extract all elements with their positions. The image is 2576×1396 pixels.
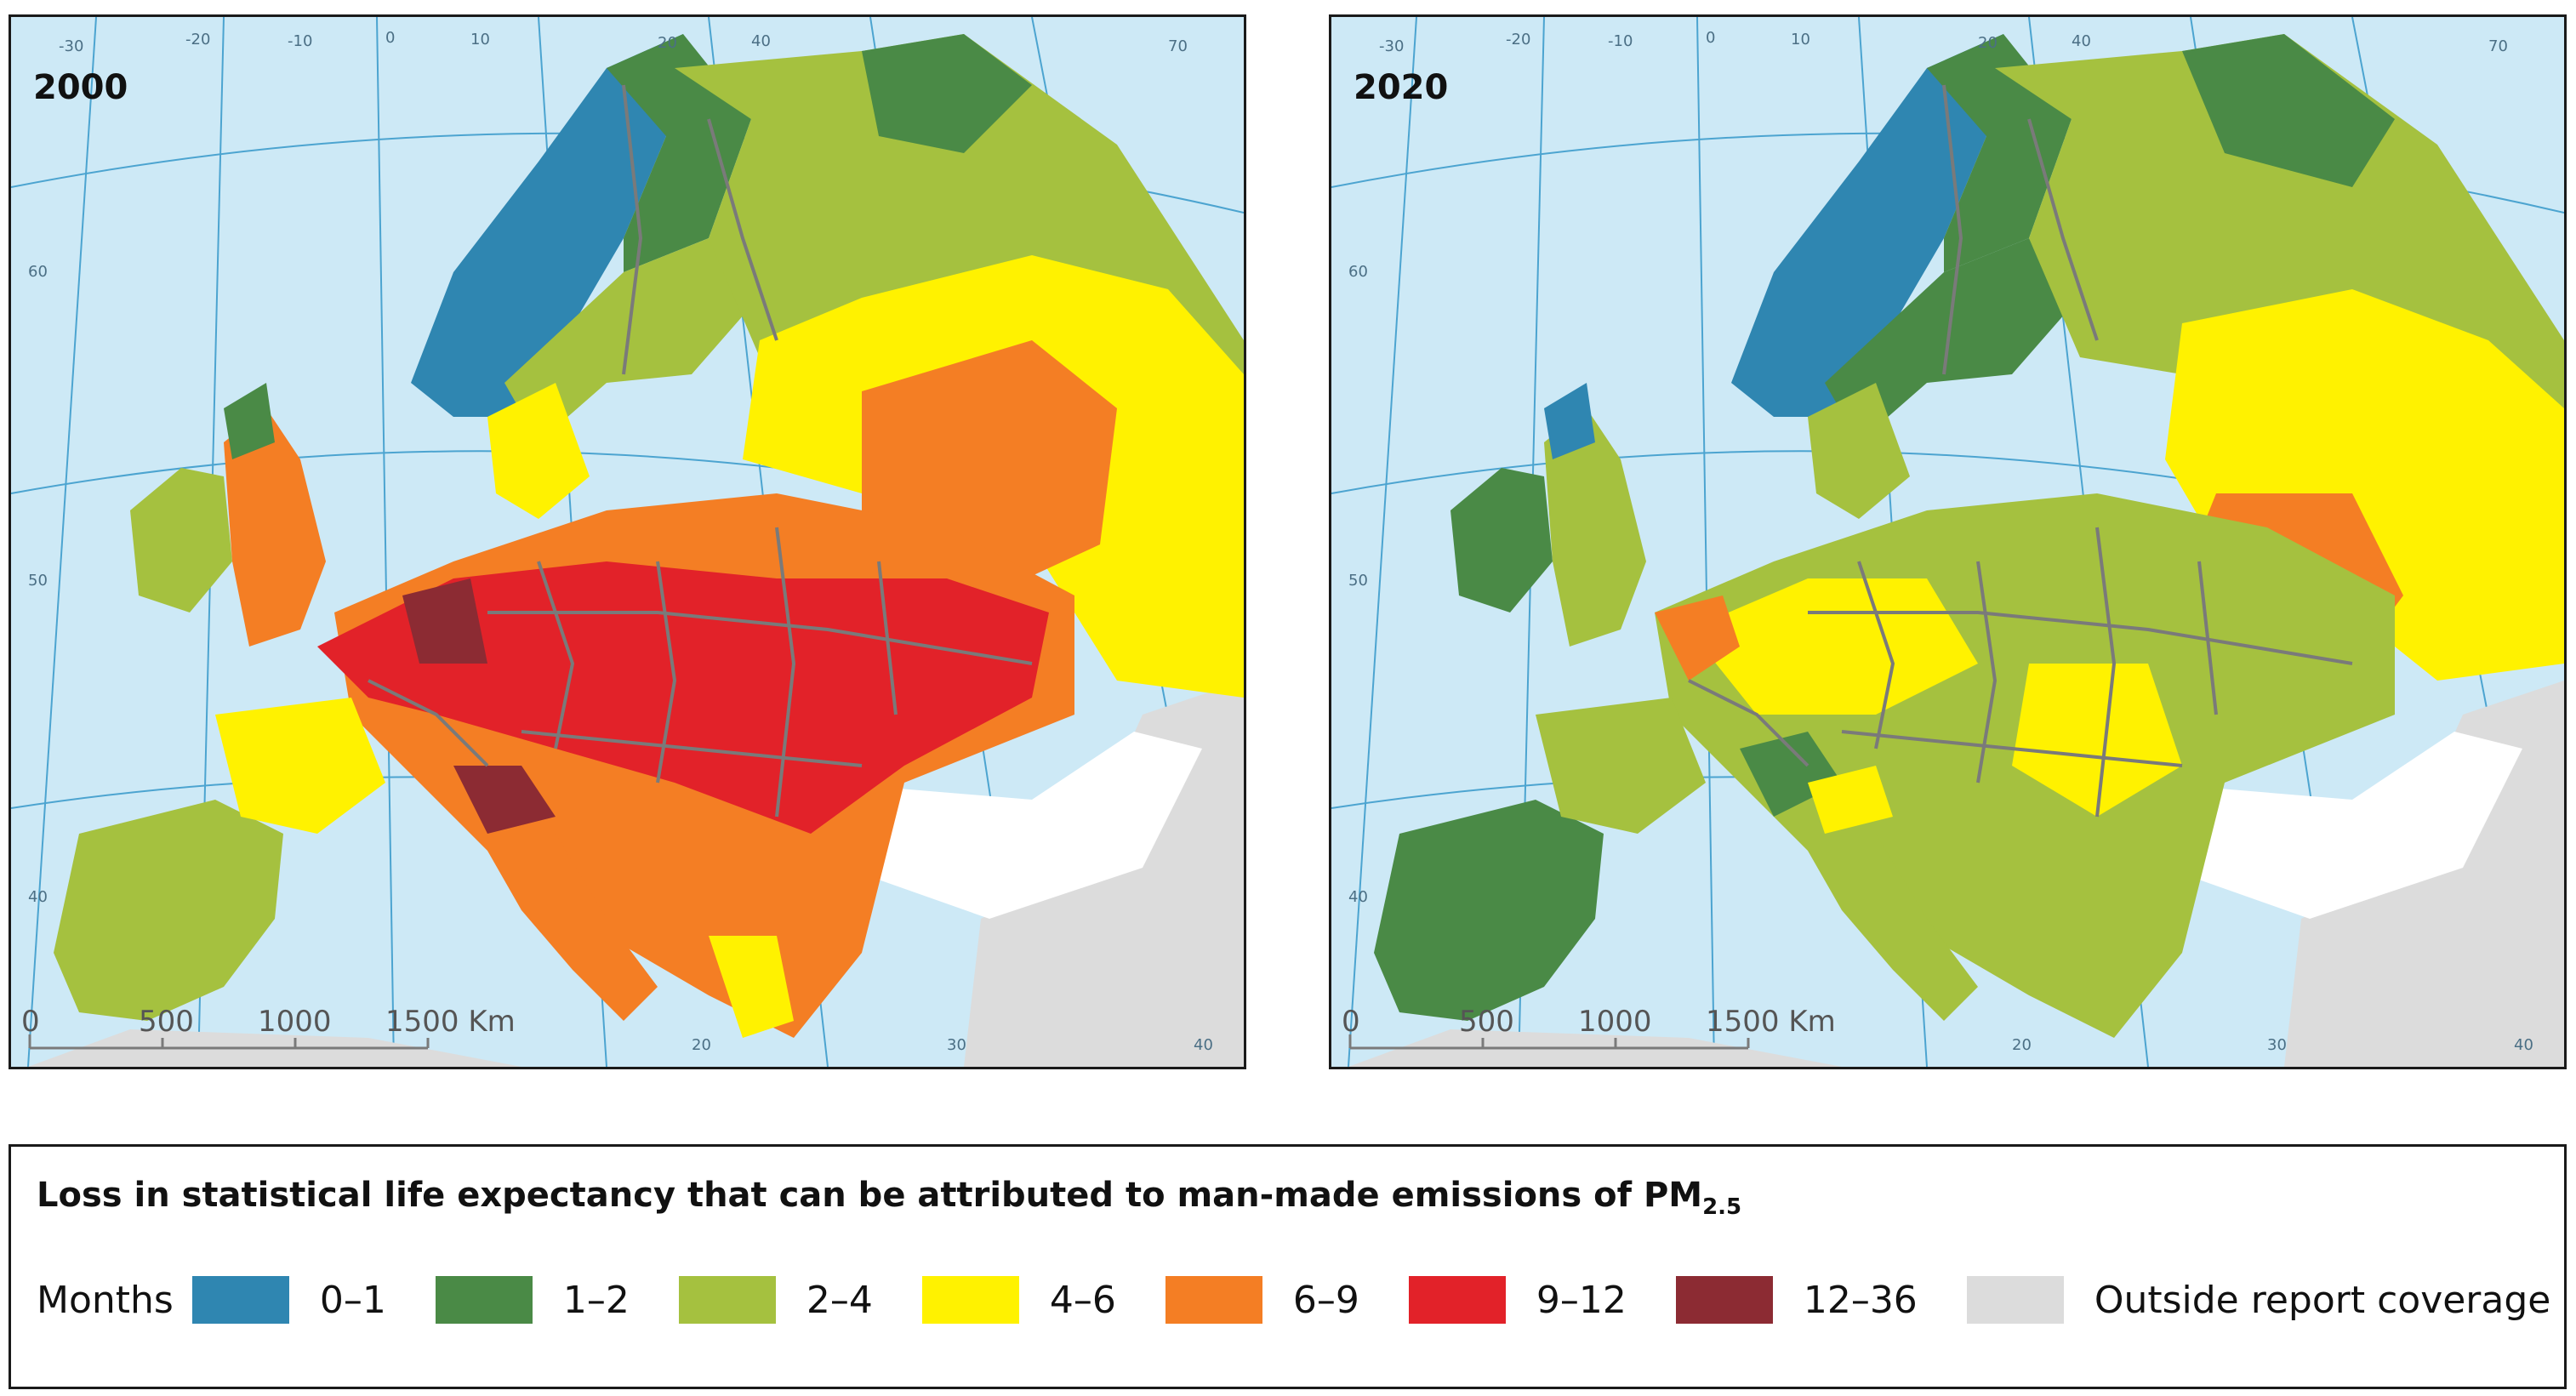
svg-text:0: 0 xyxy=(1706,29,1715,47)
svg-text:0: 0 xyxy=(385,29,395,47)
svg-text:30: 30 xyxy=(947,1036,966,1054)
legend-title-subscript: 2.5 xyxy=(1702,1194,1742,1220)
svg-text:70: 70 xyxy=(1168,37,1188,55)
map-2020-canvas: 0 500 1000 1500 Km -30 -20 -10 0 10 20 4… xyxy=(1331,17,2564,1067)
svg-text:20: 20 xyxy=(692,1036,711,1054)
scale-tick-1500: 1500 Km xyxy=(385,1005,516,1039)
legend-item: 0–1 xyxy=(191,1276,386,1324)
black-sea-region xyxy=(828,732,1202,919)
scale-tick-1000: 1000 xyxy=(1578,1005,1652,1039)
graticule-labels: -30 -20 -10 0 10 20 40 70 60 50 40 20 30… xyxy=(28,29,1213,1054)
svg-text:20: 20 xyxy=(2012,1036,2032,1054)
scale-bar: 0 500 1000 1500 Km xyxy=(1342,1005,1836,1050)
legend-item: 4–6 xyxy=(921,1276,1116,1324)
svg-text:60: 60 xyxy=(28,263,48,281)
country-borders xyxy=(368,84,1033,818)
svg-text:10: 10 xyxy=(470,31,490,48)
legend-label: 6–9 xyxy=(1292,1278,1359,1322)
legend-swatch xyxy=(921,1276,1019,1324)
legend-label: 9–12 xyxy=(1536,1278,1627,1322)
svg-text:50: 50 xyxy=(1348,572,1368,590)
graticule-labels: -30 -20 -10 0 10 20 40 70 60 50 40 20 30… xyxy=(1348,29,2533,1054)
scale-tick-500: 500 xyxy=(139,1005,194,1039)
legend-swatch xyxy=(1675,1276,1773,1324)
legend-label: 1–2 xyxy=(562,1278,630,1322)
country-borders xyxy=(1688,84,2353,818)
legend-swatch xyxy=(1165,1276,1262,1324)
svg-text:40: 40 xyxy=(1348,888,1368,906)
svg-text:-10: -10 xyxy=(1608,32,1633,50)
legend-swatch xyxy=(191,1276,289,1324)
svg-text:20: 20 xyxy=(658,34,677,52)
svg-text:-20: -20 xyxy=(185,31,210,48)
legend-swatch xyxy=(678,1276,776,1324)
svg-text:50: 50 xyxy=(28,572,48,590)
map-year-label: 2000 xyxy=(33,68,128,107)
svg-text:60: 60 xyxy=(1348,263,1368,281)
scale-tick-1500: 1500 Km xyxy=(1706,1005,1836,1039)
scale-tick-500: 500 xyxy=(1459,1005,1514,1039)
legend-item: 2–4 xyxy=(678,1276,873,1324)
legend-title-main: Loss in statistical life expectancy that… xyxy=(37,1176,1703,1215)
svg-text:30: 30 xyxy=(2267,1036,2287,1054)
legend-label: 0–1 xyxy=(319,1278,386,1322)
map-2020: 0 500 1000 1500 Km -30 -20 -10 0 10 20 4… xyxy=(1329,14,2567,1069)
svg-text:40: 40 xyxy=(28,888,48,906)
legend-item: 6–9 xyxy=(1165,1276,1359,1324)
svg-text:70: 70 xyxy=(2488,37,2508,55)
scale-tick-0: 0 xyxy=(21,1005,40,1039)
legend-row: Months 0–1 1–2 2–4 4–6 6–9 9–12 12–36 Ou… xyxy=(37,1274,2550,1325)
svg-text:40: 40 xyxy=(751,32,771,50)
legend-label: 12–36 xyxy=(1803,1278,1918,1322)
legend-title: Loss in statistical life expectancy that… xyxy=(37,1176,1741,1220)
scale-tick-0: 0 xyxy=(1342,1005,1360,1039)
legend-label: Outside report coverage xyxy=(2094,1278,2551,1322)
legend-item: 9–12 xyxy=(1408,1276,1627,1324)
svg-text:40: 40 xyxy=(1194,1036,1213,1054)
svg-text:-30: -30 xyxy=(59,37,83,55)
legend: Loss in statistical life expectancy that… xyxy=(9,1144,2567,1389)
scale-bar: 0 500 1000 1500 Km xyxy=(21,1005,516,1050)
legend-swatch xyxy=(1966,1276,2064,1324)
map-2000-canvas: 0 500 1000 1500 Km -30 -20 -10 0 10 20 4… xyxy=(11,17,1244,1067)
svg-text:-10: -10 xyxy=(288,32,312,50)
map-year-label: 2020 xyxy=(1354,68,1449,107)
svg-text:-30: -30 xyxy=(1379,37,1404,55)
svg-text:40: 40 xyxy=(2072,32,2091,50)
legend-item: 1–2 xyxy=(435,1276,630,1324)
svg-text:10: 10 xyxy=(1791,31,1810,48)
svg-text:-20: -20 xyxy=(1506,31,1530,48)
legend-item: 12–36 xyxy=(1675,1276,1918,1324)
legend-swatch xyxy=(1408,1276,1506,1324)
legend-unit: Months xyxy=(37,1278,174,1322)
legend-label: 2–4 xyxy=(806,1278,873,1322)
map-2000: 0 500 1000 1500 Km -30 -20 -10 0 10 20 4… xyxy=(9,14,1246,1069)
svg-text:20: 20 xyxy=(1978,34,1998,52)
svg-text:40: 40 xyxy=(2514,1036,2533,1054)
legend-item: Outside report coverage xyxy=(1966,1276,2551,1324)
legend-swatch xyxy=(435,1276,533,1324)
scale-tick-1000: 1000 xyxy=(258,1005,332,1039)
legend-label: 4–6 xyxy=(1049,1278,1116,1322)
